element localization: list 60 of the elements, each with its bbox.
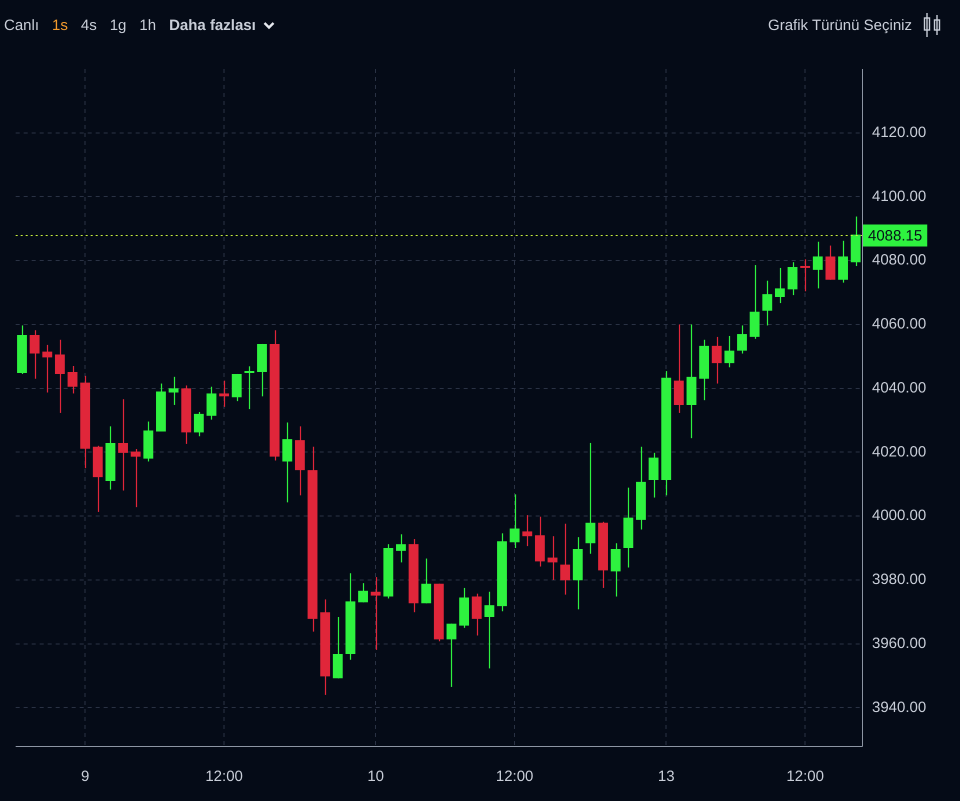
- candlestick: [774, 267, 785, 304]
- candlestick: [446, 623, 456, 688]
- candlestick: [472, 593, 482, 636]
- candlestick: [130, 448, 141, 508]
- candlestick: [194, 411, 204, 437]
- y-tick-label: 4000.00: [872, 507, 926, 524]
- candlestick: [232, 373, 242, 402]
- candlestick: [358, 582, 368, 603]
- candlestick: [825, 244, 836, 280]
- candlestick: [244, 366, 254, 410]
- y-tick-label: 4060.00: [872, 316, 926, 333]
- x-tick-label: 13: [658, 768, 675, 786]
- y-tick-label: 4020.00: [872, 443, 926, 460]
- x-tick-label: 12:00: [496, 768, 534, 786]
- candlestick: [42, 344, 52, 394]
- y-tick-label: 4100.00: [872, 188, 926, 205]
- text: Grafik Türünü Seçiniz: [768, 16, 912, 34]
- candlestick: [396, 534, 406, 563]
- x-tick-label: 12:00: [205, 768, 243, 786]
- candlestick: [838, 240, 848, 284]
- y-tick-label: 4080.00: [872, 252, 926, 269]
- text: 1h: [139, 16, 156, 34]
- y-tick-label: 3980.00: [872, 571, 926, 588]
- candlestick: [30, 330, 40, 380]
- candlestick: [724, 335, 734, 368]
- text: 4s: [80, 16, 97, 34]
- candlestick: [548, 536, 558, 581]
- candlestick: [118, 398, 128, 492]
- candlestick: [484, 591, 494, 669]
- candlestick: [560, 523, 570, 596]
- candlestick: [219, 380, 230, 408]
- text: Canlı: [4, 16, 40, 34]
- candlestick: [800, 258, 810, 292]
- x-tick-label: 9: [80, 768, 90, 786]
- candlestick: [762, 280, 772, 326]
- candlestick: [610, 542, 621, 598]
- y-tick-label: 3940.00: [872, 698, 926, 716]
- ref-line-label: 4088.15: [868, 228, 922, 245]
- candlestick: [421, 558, 432, 604]
- candlestick: [712, 336, 722, 384]
- text: 1g: [110, 16, 126, 34]
- candlestick: [54, 339, 65, 414]
- candlestick: [648, 452, 659, 498]
- x-tick-label: 12:00: [786, 768, 824, 786]
- candlestick: [812, 241, 823, 289]
- candlestick: [788, 262, 798, 296]
- candlestick: [522, 514, 532, 547]
- y-tick-label: 4120.00: [872, 124, 926, 142]
- y-tick-label: 3960.00: [872, 634, 926, 652]
- text: 1s: [52, 16, 68, 34]
- candlestick: [68, 365, 78, 394]
- text: Daha fazlası: [169, 16, 256, 34]
- candlestick: [510, 494, 520, 549]
- x-tick-label: 10: [367, 768, 384, 786]
- candlestick: [282, 422, 292, 503]
- y-tick-label: 4040.00: [872, 379, 926, 396]
- candlestick: [206, 386, 216, 420]
- candlestick: [737, 324, 747, 354]
- candlestick: [585, 442, 596, 554]
- candlestick: [168, 376, 179, 406]
